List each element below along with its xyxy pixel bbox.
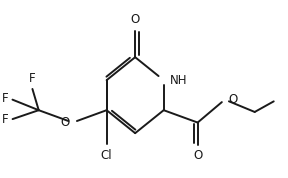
Text: O: O — [228, 93, 237, 106]
Text: O: O — [193, 149, 202, 162]
Text: F: F — [29, 72, 35, 85]
Text: NH: NH — [170, 74, 187, 87]
Text: Cl: Cl — [101, 149, 112, 162]
Text: F: F — [1, 113, 8, 126]
Text: O: O — [130, 13, 140, 26]
Text: O: O — [60, 116, 69, 129]
Text: F: F — [1, 92, 8, 105]
